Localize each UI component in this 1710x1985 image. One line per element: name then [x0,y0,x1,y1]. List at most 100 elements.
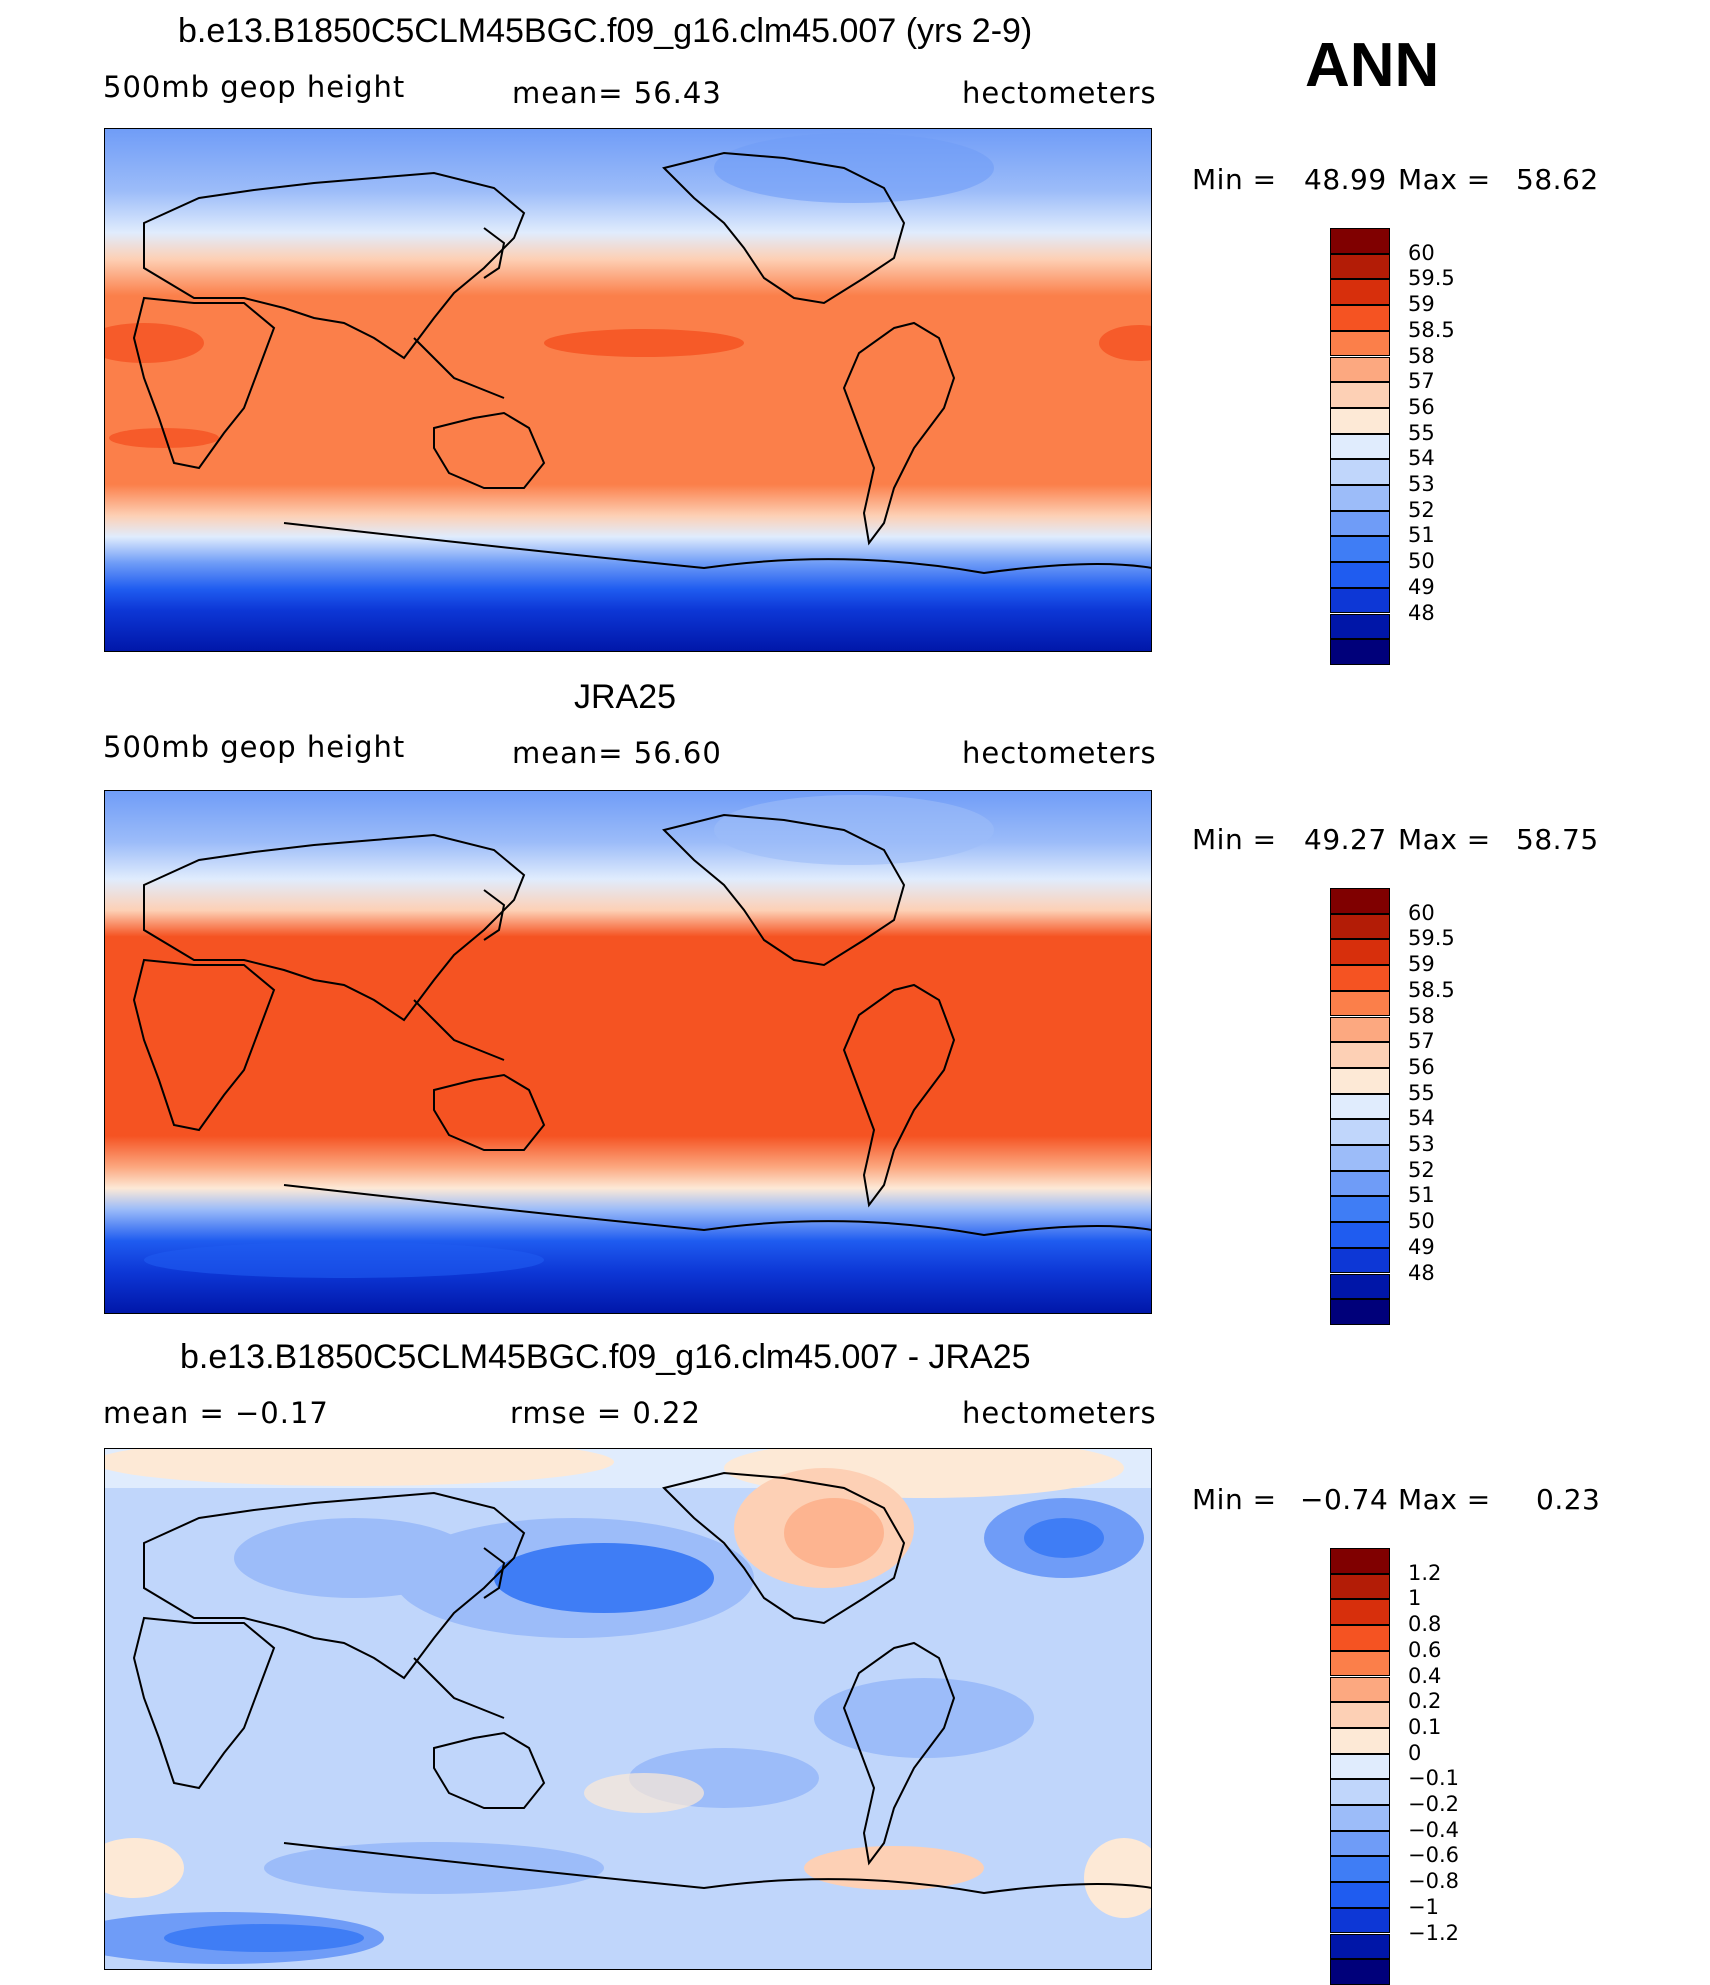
colorbar-tick-label: 59.5 [1408,926,1455,951]
panel1-units: hectometers [962,76,1157,110]
colorbar-tick-label: 0.1 [1408,1714,1442,1739]
colorbar-box [1330,965,1390,991]
colorbar-box [1330,888,1390,914]
colorbar-box [1330,1959,1390,1985]
colorbar-box [1330,562,1390,588]
colorbar-tick-label: −0.6 [1408,1843,1459,1868]
colorbar-box [1330,330,1390,357]
panel1-map [104,128,1152,652]
colorbar-box [1330,253,1390,280]
colorbar-tick-label: 1 [1408,1586,1422,1611]
colorbar-box [1330,613,1390,640]
colorbar-tick-label: −0.1 [1408,1766,1459,1791]
colorbar-box [1330,1548,1390,1574]
colorbar-box [1330,1856,1390,1883]
panel2-title: JRA25 [574,678,677,716]
colorbar-box [1330,639,1390,665]
colorbar-box [1330,1247,1390,1274]
colorbar-box [1330,1830,1390,1857]
panel3-max-value: 0.23 [1536,1483,1601,1516]
colorbar-tick-label: 55 [1408,1080,1435,1105]
panel1-title: b.e13.B1850C5CLM45BGC.f09_g16.clm45.007 … [178,12,1033,50]
colorbar-box [1330,382,1390,408]
colorbar-tick-label: 59 [1408,952,1435,977]
panel1-min-value: 48.99 [1304,163,1387,196]
panel3-units: hectometers [962,1396,1157,1430]
colorbar-tick-label: 0.2 [1408,1689,1442,1714]
colorbar-tick-label: 57 [1408,1029,1435,1054]
colorbar-tick-label: 54 [1408,1106,1435,1131]
colorbar-tick-label: 58.5 [1408,977,1455,1002]
colorbar-box [1330,1145,1390,1171]
colorbar-tick-label: 52 [1408,497,1435,522]
colorbar-tick-label: 0.6 [1408,1637,1442,1662]
colorbar-tick-label: 60 [1408,900,1435,925]
colorbar-box [1330,407,1390,434]
panel2-units: hectometers [962,736,1157,770]
panel3-min-value: −0.74 [1300,1483,1389,1516]
colorbar-tick-label: −0.2 [1408,1792,1459,1816]
colorbar-box [1330,913,1390,940]
colorbar-tick-label: 57 [1408,369,1435,394]
colorbar-box [1330,939,1390,966]
colorbar-box [1330,1727,1390,1754]
panel2-min-label: Min = [1192,823,1277,856]
colorbar-box [1330,1042,1390,1068]
panel3-map [104,1448,1152,1970]
colorbar-box [1330,1753,1390,1780]
panel2-max-value: 58.75 [1516,823,1599,856]
colorbar-tick-label: 59 [1408,292,1435,317]
colorbar-box [1330,1222,1390,1248]
colorbar-box [1330,990,1390,1017]
colorbar-box [1330,1119,1390,1145]
colorbar-box [1330,536,1390,563]
panel1-mean: mean= 56.43 [512,76,722,110]
colorbar-box [1330,1676,1390,1703]
panel3-title: b.e13.B1850C5CLM45BGC.f09_g16.clm45.007 … [180,1338,1031,1376]
colorbar-box [1330,1650,1390,1677]
colorbar-box [1330,1702,1390,1728]
panel3-rmse: rmse = 0.22 [510,1396,701,1430]
colorbar-box [1330,1805,1390,1831]
colorbar-box [1330,1016,1390,1043]
colorbar-tick-label: 48 [1408,1260,1435,1285]
colorbar-box [1330,587,1390,614]
colorbar-box [1330,1599,1390,1626]
colorbar-box [1330,1573,1390,1600]
colorbar-box [1330,1273,1390,1300]
colorbar-tick-label: 56 [1408,1054,1435,1079]
panel2-max-label: Max = [1398,823,1491,856]
panel1-max-value: 58.62 [1516,163,1599,196]
colorbar-tick-label: 58 [1408,343,1435,368]
colorbar-tick-label: 53 [1408,472,1435,496]
colorbar-box [1330,356,1390,383]
colorbar-tick-label: 53 [1408,1132,1435,1156]
colorbar-tick-label: 55 [1408,420,1435,445]
colorbar-box [1330,1625,1390,1651]
colorbar-box [1330,459,1390,485]
colorbar-box [1330,279,1390,306]
panel2-map [104,790,1152,1314]
colorbar-box [1330,510,1390,537]
colorbar-tick-label: 58.5 [1408,317,1455,342]
colorbar-box [1330,1067,1390,1094]
colorbar-box [1330,305,1390,331]
colorbar-tick-label: 50 [1408,549,1435,574]
colorbar-box [1330,228,1390,254]
colorbar-tick-label: −1.2 [1408,1920,1459,1945]
panel1-max-label: Max = [1398,163,1491,196]
colorbar-box [1330,1170,1390,1197]
colorbar-box [1330,1299,1390,1325]
colorbar-tick-label: 56 [1408,394,1435,419]
colorbar-tick-label: −0.4 [1408,1817,1459,1842]
colorbar-tick-label: 48 [1408,600,1435,625]
colorbar-tick-label: 50 [1408,1209,1435,1234]
colorbar-tick-label: 54 [1408,446,1435,471]
panel2-variable: 500mb geop height [103,730,406,764]
colorbar-tick-label: 51 [1408,1183,1435,1208]
panel2-min-value: 49.27 [1304,823,1387,856]
colorbar-tick-label: −1 [1408,1894,1439,1919]
colorbar-box [1330,1882,1390,1908]
panel3-mean: mean = −0.17 [103,1396,329,1430]
colorbar-tick-label: 0 [1408,1740,1422,1765]
